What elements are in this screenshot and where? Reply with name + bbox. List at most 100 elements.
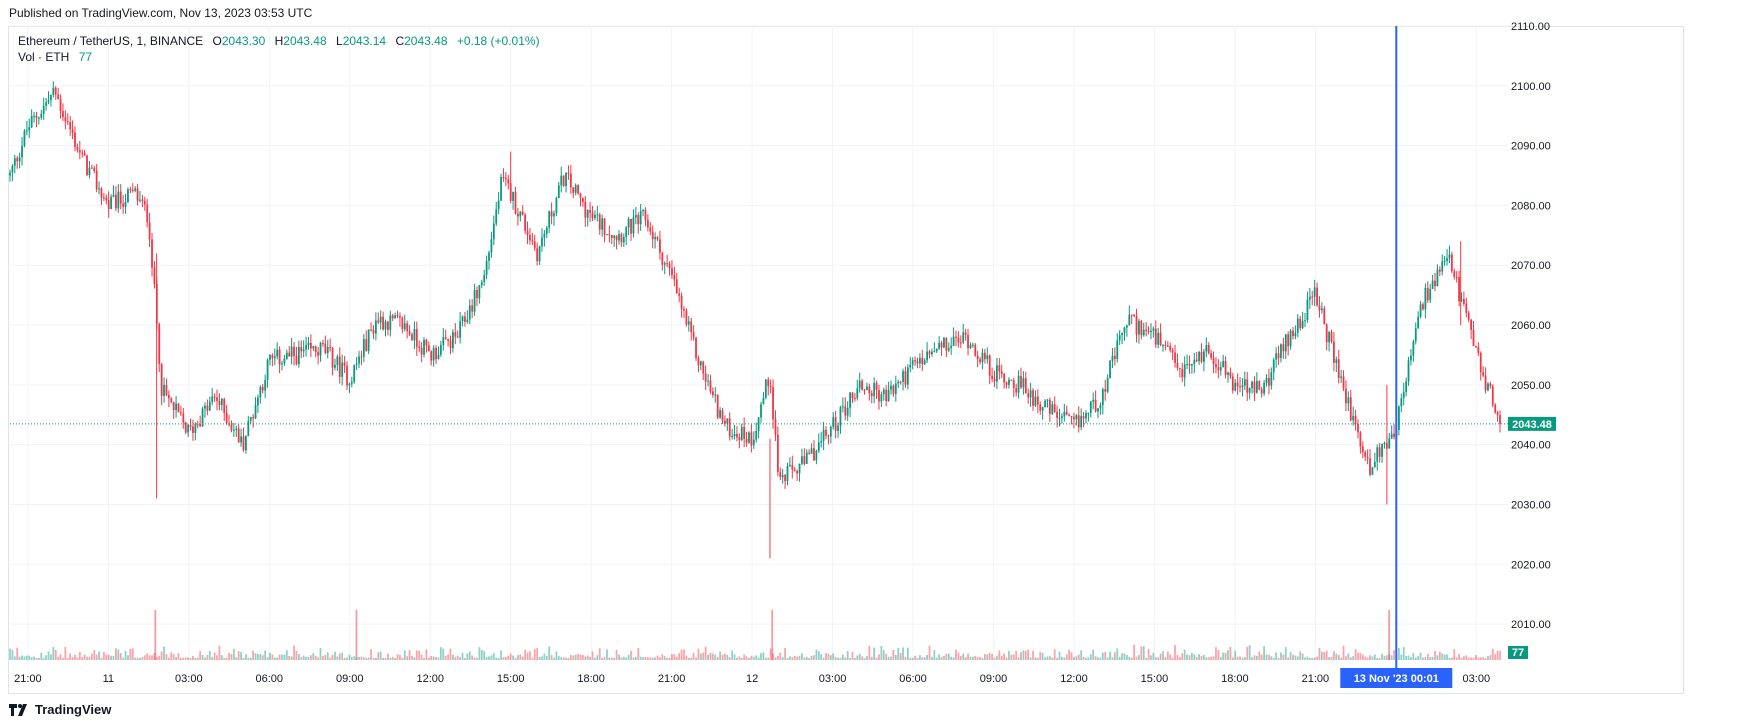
candle-body xyxy=(346,365,348,386)
candle-body xyxy=(1417,316,1420,329)
price-tick-label: 2110.00 xyxy=(1511,21,1550,33)
candle-body xyxy=(98,188,100,190)
volume-bar xyxy=(478,647,481,660)
candle-body xyxy=(1015,388,1018,393)
candle-body xyxy=(389,315,392,330)
symbol-title[interactable]: Ethereum / TetherUS, 1, BINANCE xyxy=(18,34,204,48)
candle-body xyxy=(1371,467,1374,475)
candle-body xyxy=(362,339,365,357)
candle-body xyxy=(1499,415,1501,424)
candle-body xyxy=(30,115,33,128)
candle-body xyxy=(856,388,859,399)
footer-brand[interactable]: TradingView xyxy=(9,702,111,717)
candle-body xyxy=(779,472,782,478)
candle-body xyxy=(1496,412,1499,416)
volume-bar xyxy=(1280,652,1282,660)
candle-body xyxy=(141,199,144,201)
volume-bar xyxy=(868,645,871,660)
volume-bar xyxy=(1075,656,1078,660)
candle-body xyxy=(1142,329,1145,336)
volume-bar xyxy=(1041,652,1044,660)
candle-body xyxy=(476,290,478,299)
candle-body xyxy=(288,352,291,357)
candle-body xyxy=(762,397,765,405)
candle-body xyxy=(387,321,389,330)
volume-bar xyxy=(141,657,144,660)
volume-bar xyxy=(728,657,731,660)
volume-bar xyxy=(521,656,524,660)
volume-bar xyxy=(853,657,856,660)
volume-bar xyxy=(943,655,945,660)
volume-bar xyxy=(1000,655,1003,660)
volume-bar xyxy=(750,655,753,660)
volume-bar xyxy=(1357,652,1359,660)
volume-bar xyxy=(1174,645,1176,660)
volume-bar xyxy=(266,657,269,660)
volume-bar xyxy=(683,649,685,660)
volume-bar xyxy=(1125,655,1128,660)
candle-body xyxy=(1022,378,1025,388)
candle-body xyxy=(979,359,981,363)
volume-bar xyxy=(507,655,510,660)
candle-body xyxy=(1215,364,1217,368)
volume-bar xyxy=(336,656,339,660)
volume-bar xyxy=(757,657,760,660)
volume-bar xyxy=(11,649,14,660)
candle-body xyxy=(1489,383,1492,387)
volume-bar xyxy=(208,651,211,660)
time-tick-label: 21:00 xyxy=(14,673,42,685)
volume-bar xyxy=(127,655,129,660)
candle-body xyxy=(401,317,404,330)
time-tick-label: 18:00 xyxy=(577,673,605,685)
candle-body xyxy=(1304,320,1306,322)
volume-bar xyxy=(1330,656,1333,660)
volume-bar xyxy=(531,657,534,660)
candle-body xyxy=(420,347,423,355)
volume-bar xyxy=(1275,652,1278,660)
volume-bar xyxy=(334,651,336,660)
volume-bar xyxy=(1229,646,1232,660)
candle-body xyxy=(163,384,165,396)
volume-bar xyxy=(1361,654,1364,660)
volume-bar xyxy=(295,650,298,660)
volume-bar xyxy=(834,656,837,660)
volume-bar xyxy=(654,657,657,660)
candle-body xyxy=(1222,361,1225,368)
candle-body xyxy=(483,274,486,283)
candle-body xyxy=(668,263,671,269)
candle-body xyxy=(131,189,134,191)
volume-bar xyxy=(1092,649,1095,660)
volume-bar xyxy=(204,657,206,660)
volume-bar xyxy=(225,657,228,660)
volume-bar xyxy=(1251,657,1253,660)
candle-body xyxy=(293,346,295,357)
candle-body xyxy=(331,348,334,368)
candle-body xyxy=(471,305,474,312)
open-value: 2043.30 xyxy=(221,34,266,48)
candle-body xyxy=(52,87,55,95)
candle-body xyxy=(312,346,315,349)
candle-body xyxy=(432,347,435,361)
volume-bar xyxy=(1448,657,1451,660)
volume-bar xyxy=(1195,657,1198,660)
volume-bar xyxy=(550,654,553,660)
volume-bar xyxy=(1077,654,1080,660)
volume-bar xyxy=(1128,656,1131,660)
candle-body xyxy=(1212,357,1215,365)
candle-body xyxy=(1241,385,1244,388)
candle-body xyxy=(892,385,895,394)
candle-body xyxy=(1024,378,1027,394)
volume-bar xyxy=(297,654,300,660)
candle-body xyxy=(1352,415,1355,421)
candle-body xyxy=(25,130,28,132)
candle-body xyxy=(384,321,387,330)
candle-body xyxy=(1462,298,1465,304)
volume-label[interactable]: Vol · ETH xyxy=(18,50,70,64)
candle-body xyxy=(1121,332,1123,336)
volume-bar xyxy=(1219,656,1222,660)
volume-bar xyxy=(791,657,794,660)
volume-bar xyxy=(1431,656,1434,660)
candle-body xyxy=(11,165,14,173)
volume-bar xyxy=(81,657,84,660)
